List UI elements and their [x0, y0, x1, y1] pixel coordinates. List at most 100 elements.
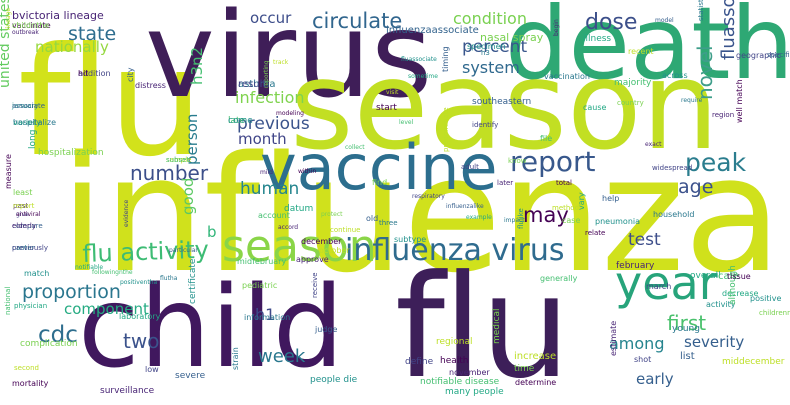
word-childnthe: childnthe — [12, 21, 50, 30]
word-b: b — [207, 223, 217, 241]
word-cdc: cdc — [38, 322, 78, 348]
word-mild: mild — [260, 169, 273, 176]
word-death: death — [505, 0, 790, 102]
word-statistic: statistic — [697, 0, 705, 21]
word-list: list — [680, 351, 695, 362]
word-know: know — [508, 157, 527, 165]
word-generally: generally — [540, 274, 578, 283]
word-particular: particular — [169, 247, 198, 254]
word-positive: positive — [750, 294, 782, 303]
word-later: later — [497, 179, 514, 187]
word-condition: condition — [453, 9, 527, 28]
word-care: care — [718, 271, 740, 282]
word-season-large: season — [290, 35, 719, 177]
word-start: start — [376, 103, 397, 113]
word-city: city — [126, 67, 135, 83]
word-past: past — [13, 202, 29, 210]
word-impact: impact — [504, 217, 525, 224]
word-country: country — [617, 99, 644, 107]
word-second: second — [14, 364, 39, 372]
word-information: information — [244, 313, 291, 322]
word-peak: peak — [685, 148, 747, 177]
word-begin: begin — [553, 19, 560, 36]
word-hospitalization: hospitalization — [38, 148, 104, 158]
word-decrease: decrease — [722, 289, 759, 298]
word-percent: percent — [462, 37, 528, 57]
word-season-medium: season — [222, 221, 377, 272]
word-infection: infection — [235, 88, 305, 107]
word-nationally: nationally — [35, 38, 109, 56]
word-approve: approve — [296, 255, 329, 264]
word-result: result — [238, 79, 267, 90]
word-human: human — [240, 179, 300, 199]
word-vaccination: vaccination — [544, 72, 590, 81]
word-increase: increase — [514, 351, 557, 362]
word-geographic: geographic — [736, 51, 781, 60]
word-age: age — [678, 176, 714, 198]
word-variety: variety — [13, 118, 41, 127]
word-predominate: predominate — [442, 107, 450, 152]
word-vaccine: vaccine — [260, 131, 498, 204]
word-h3: h3 — [481, 49, 490, 57]
word-number: number — [130, 161, 209, 185]
word-lineage: lineage — [5, 7, 12, 30]
word-distress: distress — [135, 81, 166, 90]
word-match: match — [24, 269, 50, 278]
word-regional: regional — [436, 337, 473, 347]
word-influenzalike: influenzalike — [446, 203, 484, 210]
word-childrenna: childrenna — [759, 309, 790, 317]
word-respiratory: respiratory — [412, 193, 445, 200]
word-novel: novel — [693, 45, 717, 100]
word-illness: illness — [583, 34, 612, 44]
word-sometime: sometime — [408, 73, 438, 80]
word-file: file — [540, 134, 553, 143]
word-positiventha: positiventha — [120, 279, 158, 286]
word-young: young — [672, 324, 700, 334]
word-surveillance: surveillance — [100, 386, 155, 396]
word-influenza-large: influenza — [60, 121, 782, 308]
word-severity: severity — [684, 333, 745, 351]
word-bvictoria-lineage: bvictoria lineage — [12, 9, 104, 22]
word-february: february — [616, 261, 655, 271]
word-help: help — [602, 194, 620, 203]
word-method: method — [552, 204, 580, 212]
word-pediatric: pediatric — [242, 281, 278, 290]
word-hospitalize: hospitalize — [13, 118, 57, 127]
word-report: report — [510, 145, 596, 178]
word-evidence: evidence — [123, 199, 130, 227]
word-previous: previous — [237, 114, 310, 134]
word-flutha: flutha — [160, 275, 178, 282]
word-two: two — [123, 329, 160, 353]
word-h3n2: h3n2 — [188, 46, 206, 85]
word-southeastern: southeastern — [472, 97, 532, 107]
word-timing: timing — [441, 46, 450, 72]
word-notifiable-disease: notifiable disease — [420, 377, 500, 387]
word-canter: canter — [12, 244, 35, 252]
word-report: report — [13, 202, 35, 210]
word-vaccinate: vaccinate — [12, 21, 51, 30]
word-find: find — [372, 178, 388, 187]
word-widespread: widespread — [652, 164, 693, 172]
word-measure: measure — [4, 154, 13, 189]
word-h1: h1 — [255, 305, 276, 324]
word-associate: associate — [12, 102, 46, 110]
word-complication: complication — [20, 339, 78, 349]
word-come: come — [228, 116, 253, 126]
word-determine: determine — [515, 378, 557, 387]
word-proportion: proportion — [22, 281, 121, 303]
word-compare: compare — [12, 222, 43, 230]
word-january: january — [12, 102, 39, 110]
word-influenza-virus: influenza virus — [345, 233, 565, 268]
word-least: least — [13, 188, 33, 197]
word-total: total — [556, 179, 573, 187]
word-judge: judge — [315, 325, 338, 334]
word-relate: relate — [585, 229, 606, 237]
word-household: household — [653, 210, 695, 219]
word-well-match: well match — [735, 79, 744, 123]
word-subtype: subtype — [394, 235, 427, 244]
word-flu-large-bottom: flu — [395, 245, 570, 405]
word-fluassociate: fluassociate — [401, 56, 437, 63]
word-week: week — [258, 346, 306, 367]
word-asthma: asthma — [238, 79, 276, 90]
